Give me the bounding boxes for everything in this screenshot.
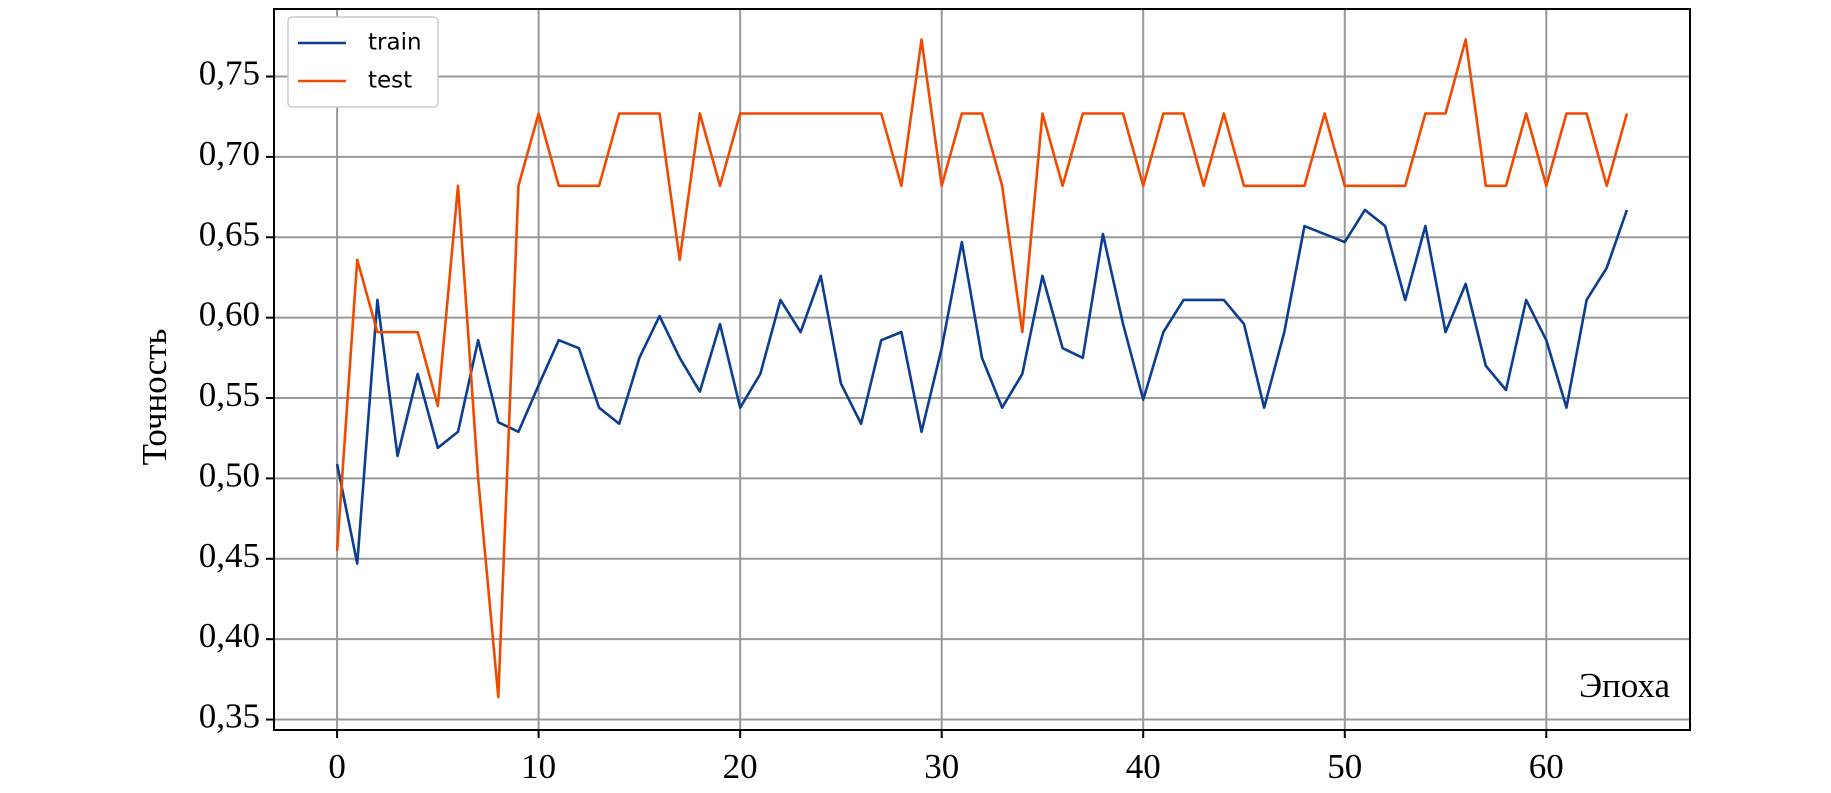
series-line <box>335 208 1629 565</box>
y-tick-label: 0,50 <box>199 455 260 494</box>
y-tick-label: 0,55 <box>199 375 260 414</box>
y-tick-label: 0,40 <box>199 616 260 655</box>
x-axis-label: Эпоха <box>1579 666 1671 705</box>
y-tick-label: 0,45 <box>199 536 260 575</box>
x-tick-label: 40 <box>1126 747 1161 786</box>
legend-label: test <box>368 68 412 94</box>
x-tick-label: 30 <box>924 747 959 786</box>
y-tick-label: 0,75 <box>199 54 260 93</box>
series-line <box>335 38 1629 699</box>
legend-label: train <box>368 30 422 56</box>
y-tick-label: 0,70 <box>199 134 260 173</box>
legend-box <box>287 16 439 108</box>
grid <box>274 9 1690 730</box>
x-tick-label: 50 <box>1327 747 1362 786</box>
y-tick-label: 0,35 <box>199 697 260 736</box>
legend: train test <box>287 16 439 108</box>
y-axis-label: Точность <box>135 329 174 466</box>
y-tick-label: 0,65 <box>199 214 260 253</box>
ticks: 0,35 0,40 0,45 0,50 0,55 0,60 0,65 0,70 0,75 0 10 2… <box>199 54 1564 786</box>
x-tick-label: 0 <box>328 747 346 786</box>
plot-frame <box>273 8 1691 731</box>
y-tick-label: 0,60 <box>199 295 260 334</box>
x-tick-label: 20 <box>723 747 758 786</box>
lines <box>335 38 1629 699</box>
x-tick-label: 60 <box>1529 747 1564 786</box>
x-tick-label: 10 <box>521 747 556 786</box>
